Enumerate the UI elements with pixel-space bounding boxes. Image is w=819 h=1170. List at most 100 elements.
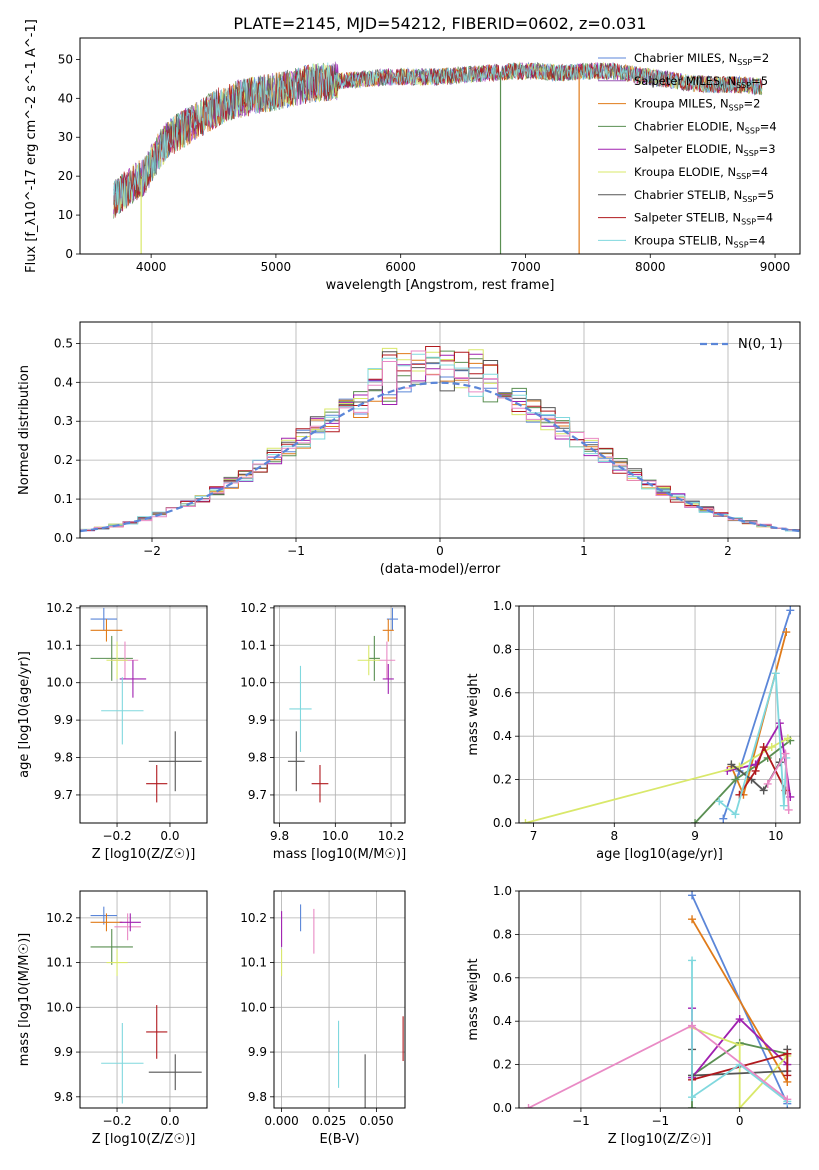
legend-label: Salpeter ELODIE, NSSP=3 (634, 142, 776, 158)
x-tick-label: −0.2 (102, 1114, 131, 1128)
x-tick-label: 10.2 (378, 829, 405, 843)
plot-area (281, 904, 404, 1108)
panel-mass-vs-ebv: 0.000 0.025 0.050 9.8 9.9 10.0 10.1 10.2 E(B-V) (240, 890, 406, 1147)
y-tick-label: 0.0 (493, 1101, 512, 1115)
y-tick-label: 10.0 (46, 676, 73, 690)
series-marker (731, 775, 740, 784)
y-tick-label: 0.3 (54, 414, 73, 428)
panel-age-vs-mass: 9.8 10.0 10.2 9.7 9.8 9.9 10.0 10.1 10.2 mass [lo… (240, 601, 406, 862)
axes-frame (273, 890, 406, 1109)
series-marker (759, 786, 768, 795)
y-tick-label: 9.8 (248, 1090, 267, 1104)
x-tick-label: −0.2 (102, 829, 131, 843)
x-axis-label: Z [log10(Z/Z☉)] (608, 1132, 712, 1147)
panel-residual-hist: −2 −1 0 1 2 0.0 0.1 0.2 0.3 0.4 0.5 N(0, 1) (data-mo… (17, 321, 801, 577)
series-marker (781, 749, 790, 758)
x-tick-label: 1 (580, 544, 588, 558)
series-line (528, 1024, 788, 1108)
panel-mass-vs-z: −0.2 0.0 9.8 9.9 10.0 10.1 10.2 Z [log10(Z/Z☉)]… (17, 890, 208, 1147)
series-line (694, 739, 791, 823)
x-tick-label: 0.050 (359, 1114, 393, 1128)
x-tick-label: 9000 (760, 260, 791, 274)
y-tick-label: 20 (58, 169, 73, 183)
legend: Chabrier MILES, NSSP=2 Salpeter MILES, NS… (598, 51, 777, 249)
legend-label: Kroupa MILES, NSSP=2 (634, 97, 760, 113)
y-tick-label: 10.0 (240, 676, 267, 690)
y-axis-label: age [log10(age/yr)] (17, 651, 32, 778)
y-tick-label: 10.1 (46, 956, 73, 970)
series-marker (524, 1104, 533, 1108)
x-tick-label: 2 (724, 544, 732, 558)
y-tick-label: 10.0 (46, 1000, 73, 1014)
x-tick-label: 0.0 (160, 829, 179, 843)
y-tick-label: 9.7 (54, 788, 73, 802)
plot-area (113, 61, 763, 254)
y-tick-label: 1.0 (493, 884, 512, 898)
y-tick-label: 0.2 (54, 453, 73, 467)
x-axis-label: mass [log10(M/M☉)] (273, 847, 406, 862)
y-tick-label: 1.0 (493, 599, 512, 613)
x-axis-label: age [log10(age/yr)] (596, 847, 723, 862)
y-tick-label: 9.9 (54, 713, 73, 727)
y-tick-label: 10.2 (46, 601, 73, 615)
x-tick-label: 7 (530, 829, 538, 843)
y-tick-label: 0.8 (493, 927, 512, 941)
plot-area (287, 607, 399, 803)
y-tick-label: 0.4 (54, 375, 73, 389)
y-tick-label: 10 (58, 208, 73, 222)
series-line (722, 610, 792, 819)
y-tick-label: 30 (58, 130, 73, 144)
x-tick-label: −2 (143, 544, 161, 558)
x-tick-label: 7000 (510, 260, 541, 274)
x-axis-label: Z [log10(Z/Z☉)] (92, 1132, 196, 1147)
x-axis-label: (data-model)/error (380, 562, 501, 577)
axes-frame (79, 37, 801, 255)
panel-mass-weight-vs-z: −1 −1 0 0.0 0.2 0.4 0.6 0.8 1.0 Z [log10(Z/Z☉)] ma… (466, 884, 801, 1147)
series-marker (783, 1095, 792, 1104)
series-marker (715, 797, 724, 806)
y-tick-label: 0.6 (493, 971, 512, 985)
legend-label: Kroupa ELODIE, NSSP=4 (634, 165, 768, 181)
series-marker (763, 779, 772, 788)
y-tick-label: 9.8 (54, 751, 73, 765)
y-tick-label: 9.8 (248, 751, 267, 765)
y-tick-label: 0.2 (493, 773, 512, 787)
axes-frame (79, 890, 208, 1109)
series-marker (731, 810, 740, 819)
y-tick-label: 40 (58, 91, 73, 105)
series-marker (735, 1041, 744, 1050)
x-tick-label: 0.000 (264, 1114, 298, 1128)
series-marker (688, 891, 697, 900)
y-axis-label: mass weight (466, 673, 481, 755)
y-tick-label: 50 (58, 52, 73, 66)
y-tick-label: 10.1 (46, 638, 73, 652)
axes-frame (273, 605, 406, 824)
axes-frame (518, 890, 801, 1109)
legend-label: Chabrier ELODIE, NSSP=4 (634, 119, 777, 135)
y-tick-label: 0.0 (493, 816, 512, 830)
series-marker (735, 1104, 744, 1108)
series-line (738, 744, 787, 796)
axes-frame (79, 605, 208, 824)
y-axis-label: Flux [f_λ10^-17 erg cm^-2 s^-1 A^-1] (24, 19, 39, 273)
y-tick-label: 0.1 (54, 492, 73, 506)
y-axis-label: Normed distribution (17, 365, 32, 495)
series-marker (688, 915, 697, 924)
panel-age-vs-z: −0.2 0.0 9.7 9.8 9.9 10.0 10.1 10.2 Z [log10(Z/Z… (17, 601, 208, 862)
plot-area (521, 606, 795, 823)
y-tick-label: 10.0 (240, 1000, 267, 1014)
series-marker (751, 766, 760, 775)
series-marker (727, 760, 736, 769)
series-marker (783, 1071, 792, 1080)
y-tick-label: 10.2 (46, 911, 73, 925)
x-tick-label: −1 (572, 1114, 590, 1128)
series-marker (521, 819, 530, 823)
y-axis-label: mass [log10(M/M☉)] (17, 933, 32, 1066)
x-tick-label: 10 (768, 829, 783, 843)
y-tick-label: 10.2 (240, 911, 267, 925)
x-tick-label: 4000 (136, 260, 167, 274)
x-tick-label: 9 (691, 829, 699, 843)
x-tick-label: 0.025 (312, 1114, 346, 1128)
series-marker (735, 1015, 744, 1024)
